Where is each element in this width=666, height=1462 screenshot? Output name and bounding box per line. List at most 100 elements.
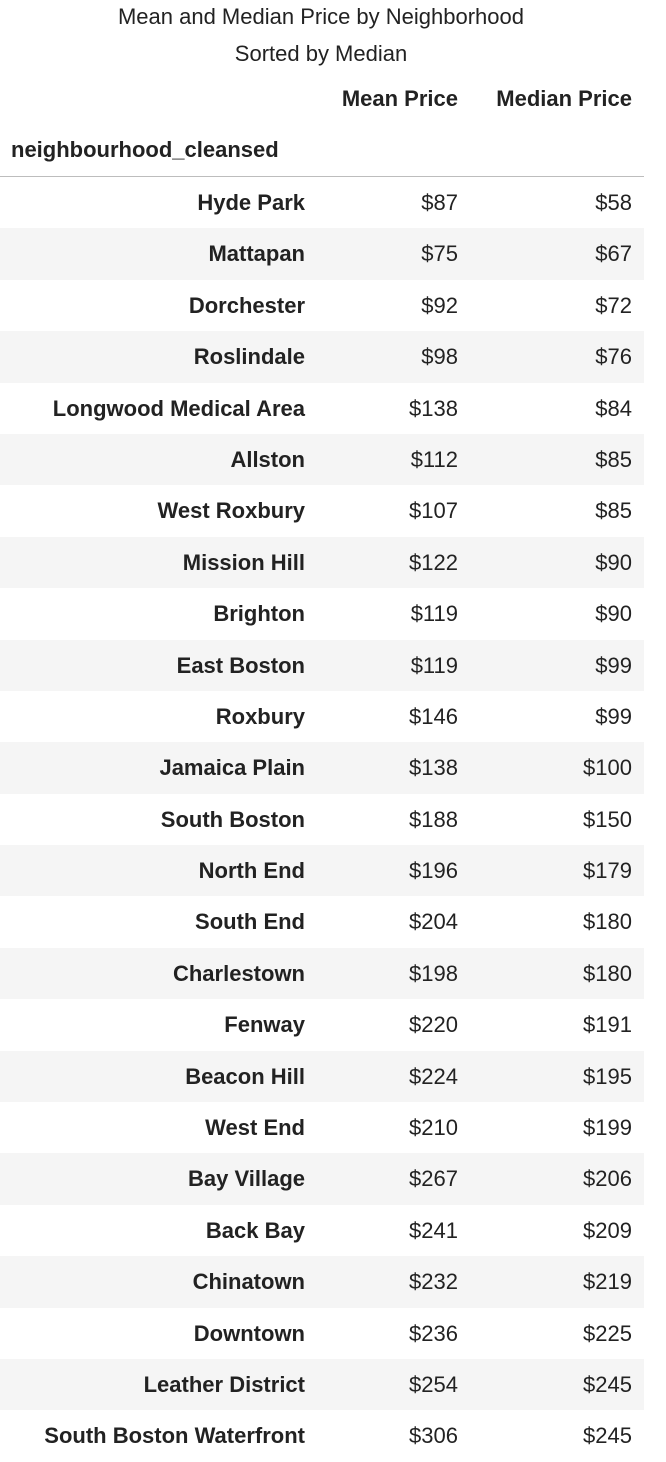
row-median-price: $76 <box>595 344 632 370</box>
row-mean-price: $220 <box>409 1012 458 1038</box>
row-mean-price: $241 <box>409 1217 458 1243</box>
row-mean-price: $232 <box>409 1269 458 1295</box>
row-neighbourhood-name: Mattapan <box>208 241 305 267</box>
row-median-price: $206 <box>583 1166 632 1192</box>
row-neighbourhood-name: Roxbury <box>215 703 305 729</box>
row-mean-price: $196 <box>409 858 458 884</box>
table-row: Mattapan $75 $67 <box>0 228 644 280</box>
row-median-price: $150 <box>583 806 632 832</box>
row-neighbourhood-name: Bay Village <box>188 1166 305 1192</box>
row-neighbourhood-name: Leather District <box>143 1371 305 1397</box>
row-median-price: $195 <box>583 1063 632 1089</box>
row-median-price: $225 <box>583 1320 632 1346</box>
row-median-price: $179 <box>583 858 632 884</box>
table-row: Leather District $254 $245 <box>0 1358 644 1411</box>
row-neighbourhood-name: Mission Hill <box>182 549 305 575</box>
table-row: Downtown $236 $225 <box>0 1308 644 1359</box>
row-mean-price: $210 <box>409 1115 458 1141</box>
row-median-price: $72 <box>595 292 632 318</box>
row-mean-price: $92 <box>421 292 458 318</box>
row-median-price: $90 <box>595 549 632 575</box>
row-median-price: $209 <box>583 1217 632 1243</box>
row-mean-price: $107 <box>409 498 458 524</box>
row-mean-price: $138 <box>409 395 458 421</box>
row-neighbourhood-name: Hyde Park <box>197 190 305 215</box>
row-mean-price: $204 <box>409 909 458 935</box>
row-neighbourhood-name: Roslindale <box>193 344 305 370</box>
row-neighbourhood-name: South Boston <box>160 806 305 832</box>
row-neighbourhood-name: West End <box>205 1115 305 1141</box>
row-median-price: $58 <box>595 190 632 215</box>
table-row: Hyde Park $87 $58 <box>0 177 644 228</box>
row-mean-price: $224 <box>409 1063 458 1089</box>
table-row: Jamaica Plain $138 $100 <box>0 742 644 794</box>
table-row: North End $196 $179 <box>0 845 644 897</box>
table-caption-title: Mean and Median Price by Neighborhood <box>117 4 525 29</box>
table-body: Hyde Park $87 $58 Mattapan $75 $67 Dorchester $… <box>0 177 644 1462</box>
row-mean-price: $198 <box>409 960 458 986</box>
row-median-price: $245 <box>583 1371 632 1397</box>
row-neighbourhood-name: Downtown <box>193 1320 305 1346</box>
row-mean-price: $122 <box>409 549 458 575</box>
row-neighbourhood-name: Dorchester <box>188 292 305 318</box>
row-neighbourhood-name: South Boston Waterfront <box>44 1423 305 1449</box>
row-median-price: $100 <box>583 755 632 781</box>
row-median-price: $199 <box>583 1115 632 1141</box>
row-neighbourhood-name: Longwood Medical Area <box>52 395 305 421</box>
row-mean-price: $267 <box>409 1166 458 1192</box>
column-header-median-price: Median Price <box>496 86 632 111</box>
table-row: Charlestown $198 $180 <box>0 947 644 1000</box>
row-mean-price: $138 <box>409 755 458 781</box>
table-row: Roxbury $146 $99 <box>0 691 644 742</box>
table-caption-subtitle: Sorted by Median <box>234 41 408 66</box>
row-neighbourhood-name: North End <box>198 858 305 884</box>
row-mean-price: $146 <box>409 703 458 729</box>
table-row: Roslindale $98 $76 <box>0 331 644 383</box>
table-row: Dorchester $92 $72 <box>0 280 644 331</box>
table-row: Longwood Medical Area $138 $84 <box>0 383 644 434</box>
header-divider <box>0 176 644 177</box>
index-header-neighbourhood: neighbourhood_cleansed <box>11 137 279 162</box>
row-mean-price: $75 <box>421 241 458 267</box>
row-neighbourhood-name: East Boston <box>176 652 305 678</box>
table-row: Mission Hill $122 $90 <box>0 536 644 589</box>
row-neighbourhood-name: South End <box>195 909 305 935</box>
row-neighbourhood-name: Fenway <box>224 1012 305 1038</box>
table-row: Beacon Hill $224 $195 <box>0 1050 644 1103</box>
row-mean-price: $254 <box>409 1371 458 1397</box>
row-median-price: $84 <box>595 395 632 421</box>
row-mean-price: $306 <box>409 1423 458 1449</box>
row-neighbourhood-name: Brighton <box>213 601 305 627</box>
table-row: Fenway $220 $191 <box>0 999 644 1050</box>
row-neighbourhood-name: Jamaica Plain <box>159 755 305 781</box>
table-row: Back Bay $241 $209 <box>0 1205 644 1256</box>
row-neighbourhood-name: Charlestown <box>172 960 305 986</box>
row-neighbourhood-name: Back Bay <box>205 1217 305 1243</box>
row-mean-price: $119 <box>410 652 458 678</box>
row-median-price: $99 <box>595 652 632 678</box>
table-row: West End $210 $199 <box>0 1102 644 1153</box>
table-row: East Boston $119 $99 <box>0 639 644 691</box>
row-median-price: $99 <box>595 703 632 729</box>
row-median-price: $67 <box>595 241 632 267</box>
row-neighbourhood-name: West Roxbury <box>157 498 305 524</box>
table-row: West Roxbury $107 $85 <box>0 485 644 536</box>
row-median-price: $85 <box>595 498 632 524</box>
column-header-mean-price: Mean Price <box>341 86 458 111</box>
table-row: South Boston Waterfront $306 $245 <box>0 1410 644 1461</box>
row-neighbourhood-name: Allston <box>230 446 305 472</box>
row-mean-price: $119 <box>410 601 458 627</box>
row-neighbourhood-name: Beacon Hill <box>185 1063 305 1089</box>
row-mean-price: $87 <box>421 190 458 215</box>
table-row: Bay Village $267 $206 <box>0 1153 644 1205</box>
row-mean-price: $112 <box>410 446 458 472</box>
row-median-price: $219 <box>583 1269 632 1295</box>
row-median-price: $180 <box>583 909 632 935</box>
row-median-price: $90 <box>595 601 632 627</box>
table-row: Chinatown $232 $219 <box>0 1256 644 1308</box>
row-mean-price: $98 <box>421 344 458 370</box>
row-neighbourhood-name: Chinatown <box>192 1269 305 1295</box>
table-row: Allston $112 $85 <box>0 433 644 486</box>
row-mean-price: $188 <box>409 806 458 832</box>
table-row: Brighton $119 $90 <box>0 588 644 639</box>
